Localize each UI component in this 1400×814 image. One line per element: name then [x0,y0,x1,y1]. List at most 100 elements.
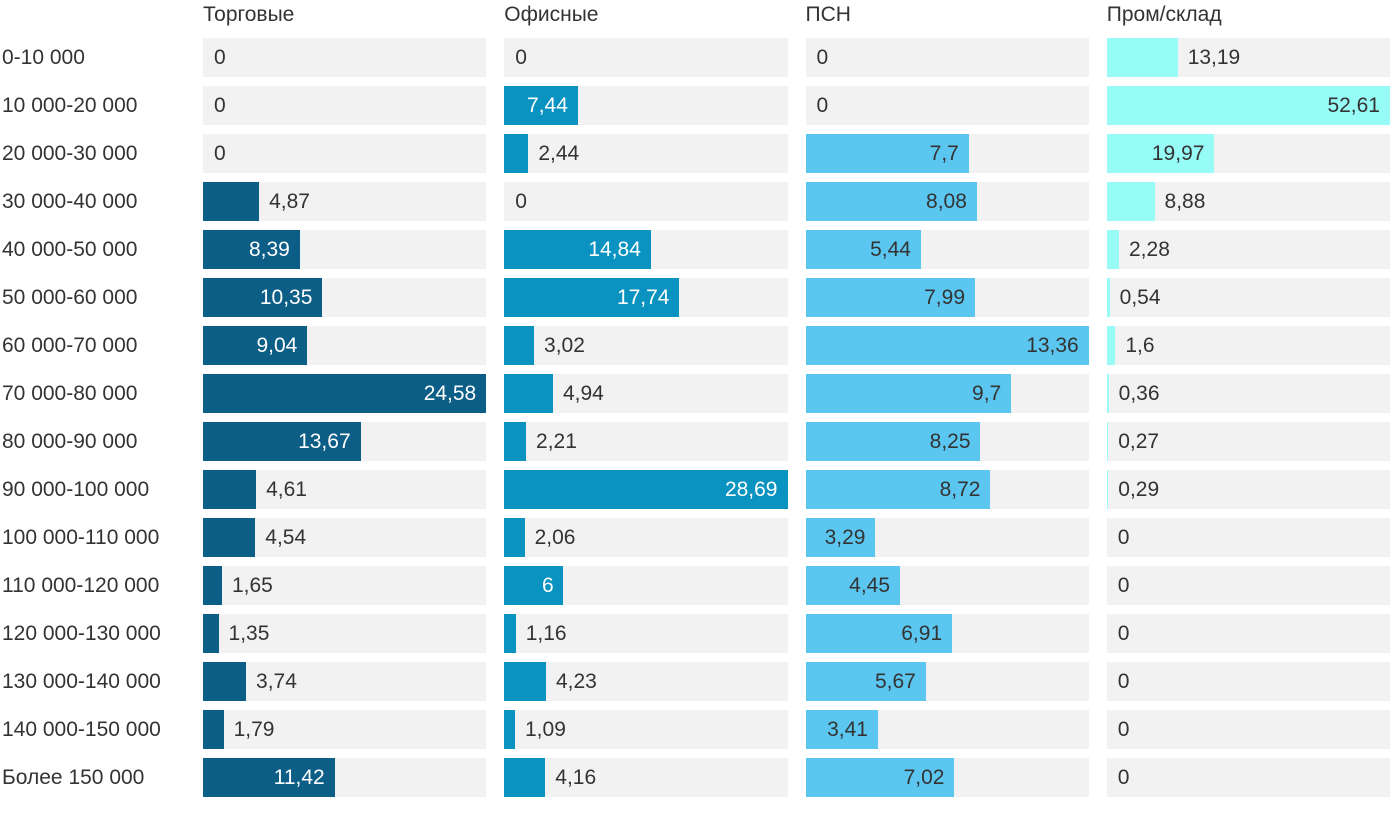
bar-row: 120 000-130 000 1,35 1,16 6,91 0 [0,614,1390,653]
value-label: 52,61 [1327,93,1380,117]
bar-track: 8,88 [1106,182,1390,221]
value-label: 5,44 [870,237,911,261]
bar [504,230,651,269]
category-label: 130 000-140 000 [2,669,161,693]
bar-track: 0 [203,134,487,173]
bar-track: 13,36 [805,326,1089,365]
bar-track: 7,99 [805,278,1089,317]
value-label: 19,97 [1151,141,1205,165]
bar [203,230,300,269]
bar [504,374,554,413]
category-label: 40 000-50 000 [2,237,138,261]
value-label: 0,36 [1118,381,1160,405]
bar-track: 0 [504,38,788,77]
bar-track: 0 [805,38,1089,77]
value-label: 13,36 [1026,333,1079,357]
bar-track: 4,87 [203,182,487,221]
bar [805,710,878,749]
bar-row: 40 000-50 000 8,39 14,84 5,44 2,28 [0,230,1390,269]
bar [1106,278,1110,317]
bar [504,86,578,125]
bar [1106,374,1109,413]
bar [1106,422,1109,461]
value-label: 0 [1117,525,1130,549]
value-label: 4,87 [269,189,310,213]
bar-row: Более 150 000 11,42 4,16 7,02 0 [0,758,1390,797]
value-label: 0 [816,45,829,69]
value-label: 4,61 [266,477,307,501]
bar [1106,38,1178,77]
value-label: 0,27 [1118,429,1160,453]
bar-track: 6 [504,566,788,605]
bar-track: 5,67 [805,662,1089,701]
bar-track: 24,58 [203,374,487,413]
bar-track: 1,35 [203,614,487,653]
bar-track: 3,41 [805,710,1089,749]
bar-row: 130 000-140 000 3,74 4,23 5,67 0 [0,662,1390,701]
bar-track: 4,16 [504,758,788,797]
bar [805,278,975,317]
bar-track: 3,02 [504,326,788,365]
value-label: 1,16 [525,621,567,645]
value-label: 0 [515,45,527,69]
value-label: 3,74 [256,669,297,693]
column-headers-row: Торговые Офисные ПСН Пром/склад [0,2,1390,29]
value-label: 4,45 [849,573,891,597]
value-label: 0 [1117,669,1130,693]
bar-row: 140 000-150 000 1,79 1,09 3,41 0 [0,710,1390,749]
bar [504,470,788,509]
value-label: 7,99 [924,285,965,309]
value-label: 6 [542,573,554,597]
bar [203,518,256,557]
bar-track: 5,44 [805,230,1089,269]
bar [805,614,952,653]
bar [504,326,535,365]
value-label: 3,29 [824,525,866,549]
value-label: 2,28 [1129,237,1170,261]
bar [504,662,546,701]
bar [1106,326,1116,365]
bar-track: 0,27 [1106,422,1390,461]
category-label: 20 000-30 000 [2,141,138,165]
series-header-psn: ПСН [805,3,851,26]
bar-track: 13,67 [203,422,487,461]
bar [504,566,564,605]
bar [805,230,921,269]
category-label: 90 000-100 000 [2,477,150,501]
value-label: 24,58 [423,381,477,405]
category-label: 10 000-20 000 [2,93,138,117]
bar-row: 50 000-60 000 10,35 17,74 7,99 0,54 [0,278,1390,317]
category-label: 0-10 000 [2,45,85,69]
bar [203,278,323,317]
value-label: 8,25 [929,429,971,453]
bar [1106,134,1215,173]
value-label: 1,65 [231,573,273,597]
bar-track: 17,74 [504,278,788,317]
category-label: 80 000-90 000 [2,429,138,453]
bar-track: 0 [1106,614,1390,653]
bar-row: 90 000-100 000 4,61 28,69 8,72 0,29 [0,470,1390,509]
bar-rows-container: 0-10 000 0 0 0 13,19 10 000-20 000 0 7,44 0 52,61… [0,38,1390,806]
value-label: 8,88 [1164,189,1206,213]
bar-track: 52,61 [1106,86,1390,125]
bar-track: 0 [203,38,487,77]
bar-track: 3,74 [203,662,487,701]
bar-track: 2,06 [504,518,788,557]
value-label: 28,69 [724,477,778,501]
series-header-prom-sklad: Пром/склад [1106,3,1222,26]
value-label: 10,35 [259,285,313,309]
bar-track: 0 [504,182,788,221]
value-label: 3,41 [827,717,868,741]
bar [504,614,516,653]
bar-track: 1,09 [504,710,788,749]
bar-row: 30 000-40 000 4,87 0 8,08 8,88 [0,182,1390,221]
bar-track: 0 [203,86,487,125]
category-label: 100 000-110 000 [2,525,160,549]
bar-track: 0,54 [1106,278,1390,317]
value-label: 14,84 [588,237,641,261]
value-label: 4,94 [562,381,604,405]
bar-track: 19,97 [1106,134,1390,173]
bar [805,374,1012,413]
bar-row: 100 000-110 000 4,54 2,06 3,29 0 [0,518,1390,557]
